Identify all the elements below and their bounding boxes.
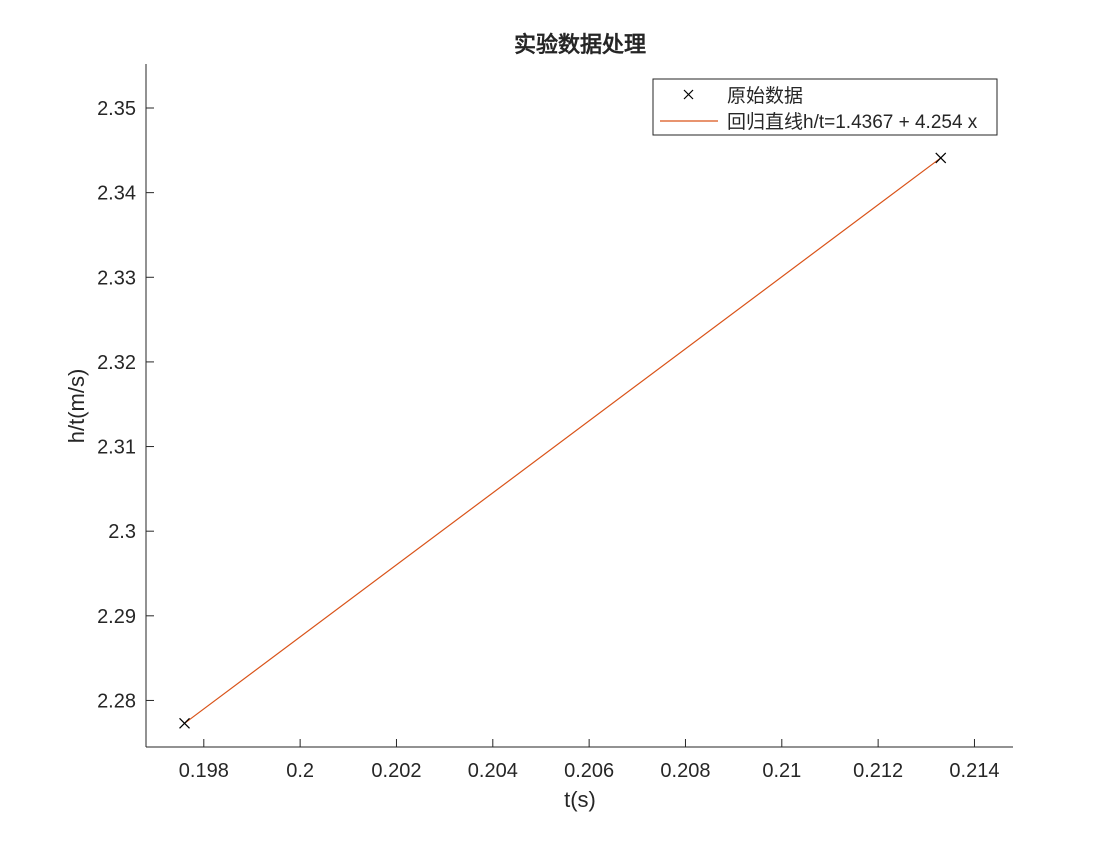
legend-marker-x-icon [683, 89, 694, 100]
legend-entry-regression-line: 回归直线h/t=1.4367 + 4.254 x [727, 111, 978, 133]
y-tick-label: 2.29 [97, 606, 136, 628]
x-tick-label: 0.21 [762, 760, 801, 782]
y-tick-label: 2.35 [97, 98, 136, 120]
x-tick-label: 0.214 [949, 760, 999, 782]
y-tick-label: 2.3 [108, 521, 136, 543]
x-tick-label: 0.204 [468, 760, 518, 782]
x-tick-label: 0.202 [371, 760, 421, 782]
y-axis-label: h/t(m/s) [64, 369, 89, 444]
regression-line [184, 157, 942, 724]
x-tick-label: 0.206 [564, 760, 614, 782]
x-tick-label: 0.208 [660, 760, 710, 782]
y-tick-label: 2.31 [97, 437, 136, 459]
y-tick-label: 2.33 [97, 267, 136, 289]
legend-box [652, 78, 998, 136]
axes: 0.198 0.2 0.202 0.204 0.206 0.208 0.21 0.212 0.2… [97, 64, 1013, 782]
y-tick-label: 2.28 [97, 690, 136, 712]
x-tick-label: 0.212 [853, 760, 903, 782]
x-tick-label: 0.198 [179, 760, 229, 782]
y-tick-label: 2.32 [97, 352, 136, 374]
plot-area [179, 152, 947, 729]
x-axis-label: t(s) [564, 787, 596, 812]
data-point-marker [935, 152, 947, 164]
legend-entry-raw-data: 原始数据 [727, 85, 803, 107]
x-tick-label: 0.2 [286, 760, 314, 782]
data-point-marker [179, 717, 190, 729]
chart-title: 实验数据处理 [514, 32, 646, 57]
legend: 原始数据 回归直线h/t=1.4367 + 4.254 x [652, 78, 998, 136]
y-tick-label: 2.34 [97, 183, 136, 205]
